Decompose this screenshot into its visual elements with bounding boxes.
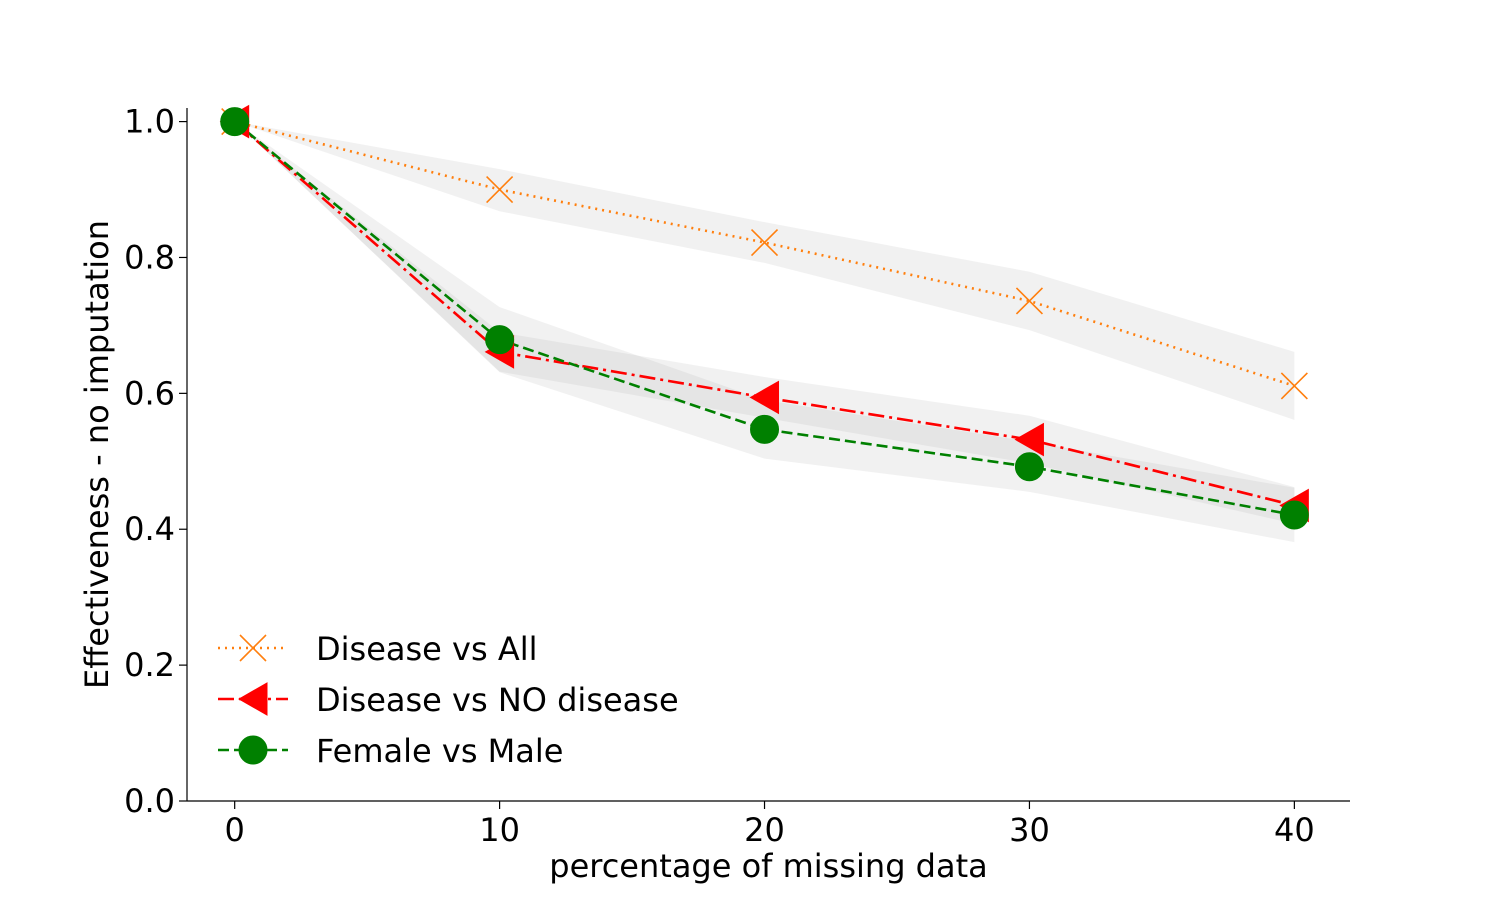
legend-marker-2: [238, 735, 268, 765]
data-point-2-0: [220, 107, 250, 137]
legend-marker-1: [237, 682, 268, 716]
y-tick-label-0: 0.0: [124, 782, 175, 820]
data-point-2-1: [485, 325, 515, 355]
legend-label-2: Female vs Male: [316, 732, 563, 770]
y-tick-label-1: 0.2: [124, 646, 175, 684]
confidence-bands: [234, 121, 1295, 543]
series-line-2: [233, 120, 1295, 517]
x-tick-label-0: 0: [225, 811, 245, 849]
x-tick-label-2: 20: [744, 811, 785, 849]
band-series-0: [234, 121, 1295, 420]
band-series-2: [234, 121, 1295, 543]
y-tick-label-4: 0.8: [124, 238, 175, 276]
legend-entry-0: Disease vs All: [218, 630, 537, 668]
data-point-2-3: [1014, 452, 1044, 482]
axes: 0 10 20 30 40 0.0 0.2 0.4 0.6 0.8 1.0: [124, 103, 1350, 849]
legend-entry-2: Female vs Male: [218, 732, 563, 770]
series-line-0: [234, 120, 1295, 388]
data-point-2-2: [750, 414, 780, 444]
series-markers: [219, 104, 1309, 530]
legend-label-1: Disease vs NO disease: [316, 681, 679, 719]
band-series-1: [234, 121, 1295, 524]
x-tick-label-3: 30: [1009, 811, 1050, 849]
y-tick-label-3: 0.6: [124, 374, 175, 412]
legend-entry-1: Disease vs NO disease: [218, 681, 679, 719]
legend-marker-0: [239, 634, 267, 662]
data-point-1-3: [1014, 422, 1044, 457]
legend-label-0: Disease vs All: [316, 630, 537, 668]
data-point-0-4: [1280, 372, 1308, 400]
y-tick-label-5: 1.0: [124, 103, 175, 141]
data-point-0-3: [1015, 287, 1044, 315]
data-point-0-1: [486, 175, 514, 204]
x-tick-label-4: 40: [1274, 811, 1315, 849]
data-point-2-4: [1279, 500, 1309, 530]
y-axis-title: Effectiveness - no imputation: [78, 220, 116, 689]
data-point-0-2: [750, 228, 779, 257]
y-tick-label-2: 0.4: [124, 510, 175, 548]
x-tick-label-1: 10: [479, 811, 520, 849]
data-point-1-2: [749, 380, 780, 415]
legend: Disease vs All Disease vs NO disease Femal…: [218, 630, 679, 770]
x-axis-title: percentage of missing data: [549, 847, 988, 885]
